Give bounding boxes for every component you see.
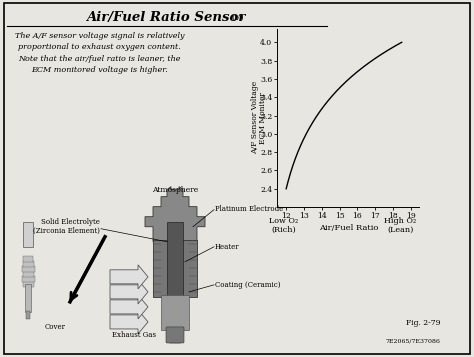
Bar <box>26 311 30 319</box>
Bar <box>23 261 34 267</box>
Text: Cover: Cover <box>45 323 66 331</box>
Polygon shape <box>110 265 148 289</box>
Y-axis label: A/F Sensor Voltage: A/F Sensor Voltage <box>251 81 259 155</box>
FancyBboxPatch shape <box>169 323 181 343</box>
Bar <box>22 266 35 272</box>
X-axis label: Air/Fuel Ratio: Air/Fuel Ratio <box>319 224 378 232</box>
Bar <box>153 240 197 297</box>
Bar <box>23 271 34 277</box>
Bar <box>23 281 34 287</box>
Text: Fig. 2-79: Fig. 2-79 <box>406 319 441 327</box>
Bar <box>22 276 35 282</box>
Polygon shape <box>110 280 148 304</box>
Polygon shape <box>110 310 148 334</box>
Bar <box>167 222 183 327</box>
Text: Air/Fuel Ratio Sensor: Air/Fuel Ratio Sensor <box>86 11 246 24</box>
Text: Platinum Electrode: Platinum Electrode <box>215 205 283 213</box>
Text: Low O₂: Low O₂ <box>269 217 298 225</box>
Polygon shape <box>145 187 205 242</box>
Bar <box>161 295 189 330</box>
Text: 7E2065/7E37086: 7E2065/7E37086 <box>386 338 441 343</box>
Bar <box>23 222 33 247</box>
Text: Exhaust Gas: Exhaust Gas <box>112 331 156 339</box>
Text: Atmosphere: Atmosphere <box>152 186 198 193</box>
Text: The A/F sensor voltage signal is relatively
proportional to exhaust oxygen conte: The A/F sensor voltage signal is relativ… <box>15 32 184 74</box>
Text: Heater: Heater <box>215 243 240 251</box>
Bar <box>23 256 33 262</box>
Text: (Lean): (Lean) <box>387 225 414 233</box>
Text: High O₂: High O₂ <box>384 217 417 225</box>
Text: Coating (Ceramic): Coating (Ceramic) <box>215 281 281 289</box>
FancyBboxPatch shape <box>166 327 184 343</box>
Text: (Rich): (Rich) <box>271 225 296 233</box>
Text: ECM Monitor: ECM Monitor <box>259 92 267 144</box>
Polygon shape <box>110 295 148 319</box>
Text: (V): (V) <box>232 14 244 22</box>
Bar <box>25 284 31 312</box>
Text: Solid Electrolyte
(Zirconia Element): Solid Electrolyte (Zirconia Element) <box>33 218 100 235</box>
